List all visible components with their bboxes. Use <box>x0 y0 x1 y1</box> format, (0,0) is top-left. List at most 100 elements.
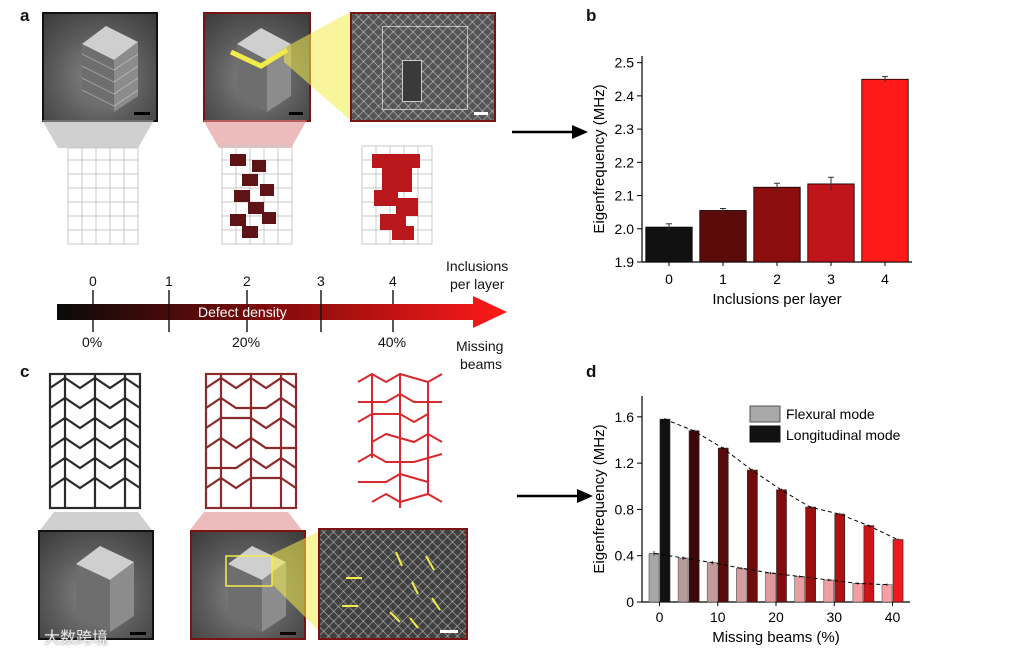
y-tick-label: 1.6 <box>615 409 635 425</box>
bar-flexural <box>677 557 689 603</box>
panel-label-a: a <box>20 6 30 25</box>
y-tick-label: 0 <box>626 594 634 610</box>
x-tick-label: 0 <box>656 609 664 625</box>
funnel-grey-bottom <box>40 512 152 530</box>
scale-bar <box>289 112 303 115</box>
bar <box>645 226 693 263</box>
scale-tick-1: 1 <box>165 273 173 289</box>
chart-d: 0 0.4 0.8 1.2 1.6 0 10 20 30 40 Flexural mode Longi… <box>591 396 910 646</box>
sem-image-zoom-beams <box>318 528 468 640</box>
inclusions-per-layer-label-2: per layer <box>450 276 505 292</box>
bar-longitudinal <box>892 539 904 603</box>
funnel-red <box>203 120 307 148</box>
zoom-cone-bottom <box>272 532 318 630</box>
arrow-to-b <box>512 125 588 139</box>
bar-longitudinal <box>863 525 875 603</box>
lattice-render-inclusions-2 <box>221 145 293 245</box>
bar-longitudinal <box>747 469 758 603</box>
panel-label-b: b <box>586 6 597 25</box>
x-tick-label: 20 <box>768 609 784 625</box>
y-tick-label: 2.2 <box>615 154 635 170</box>
lattice-render-20pct <box>204 372 298 510</box>
scale-tick-0: 0 <box>89 273 97 289</box>
lattice-render-intact <box>48 372 142 510</box>
sem-image-pristine <box>42 12 158 122</box>
bar-longitudinal <box>776 489 787 603</box>
missing-beams-label-2: beams <box>460 356 503 372</box>
defect-density-scale <box>57 290 507 332</box>
arrow-to-d <box>517 489 593 503</box>
y-tick-label: 0.8 <box>615 501 635 517</box>
x-tick-label: 3 <box>827 271 835 287</box>
bar <box>699 210 747 263</box>
funnel-grey <box>42 120 154 148</box>
bar <box>861 78 909 263</box>
trend-line-longitudinal <box>664 418 898 540</box>
missing-beams-label-1: Missing <box>456 338 504 354</box>
bar-longitudinal <box>688 430 700 603</box>
defect-density-label: Defect density <box>198 304 287 320</box>
lattice-pillar-icon <box>81 26 139 112</box>
scale-tick-4: 4 <box>389 273 397 289</box>
scale-tick-2: 2 <box>243 273 251 289</box>
inclusions-per-layer-label-1: Inclusions <box>446 258 509 274</box>
x-tick-label: 30 <box>826 609 842 625</box>
y-tick-label: 2.5 <box>615 55 635 71</box>
funnel-red-bottom <box>190 512 302 530</box>
y-tick-label: 2.4 <box>615 88 635 104</box>
bar-flexural <box>706 562 718 603</box>
inclusion-void <box>402 60 422 102</box>
y-axis-label: Eigenfrequency (MHz) <box>591 84 608 233</box>
sem-image-zoom-top <box>350 12 496 122</box>
legend-label-flexural: Flexural mode <box>786 406 875 422</box>
x-axis-label: Inclusions per layer <box>712 291 841 308</box>
panel-label-c: c <box>20 362 30 381</box>
lattice-render-pristine <box>67 147 139 245</box>
scale-bottom-tick-0: 0% <box>82 334 103 350</box>
x-tick-label: 40 <box>885 609 901 625</box>
lattice-render-inclusions-4 <box>361 145 433 245</box>
y-tick-label: 1.2 <box>615 455 635 471</box>
lattice-render-40pct <box>357 372 443 508</box>
x-tick-label: 10 <box>710 609 726 625</box>
scale-bottom-tick-20: 20% <box>232 334 261 350</box>
bar-longitudinal <box>805 506 816 603</box>
zoom-cone <box>284 12 350 120</box>
missing-beam-markers <box>342 551 441 629</box>
scale-bar <box>474 112 488 115</box>
y-tick-label: 2.3 <box>615 121 635 137</box>
x-axis-label: Missing beams (%) <box>712 629 840 646</box>
trend-line-flexural <box>654 552 888 586</box>
bar-flexural <box>794 576 805 603</box>
bar-longitudinal <box>717 447 729 603</box>
scale-bar <box>134 112 150 115</box>
bar-longitudinal <box>659 418 671 603</box>
x-tick-label: 1 <box>719 271 727 287</box>
y-tick-label: 1.9 <box>615 254 635 270</box>
bar-flexural <box>823 579 835 603</box>
legend-label-longitudinal: Longitudinal mode <box>786 427 901 443</box>
bar-flexural <box>648 553 660 603</box>
bar-longitudinal <box>834 513 846 603</box>
scale-bar <box>440 630 458 633</box>
bar-flexural <box>765 572 776 603</box>
bar <box>807 183 855 263</box>
lattice-pillar-icon <box>76 546 134 632</box>
bar-flexural <box>881 584 893 603</box>
legend-swatch-longitudinal <box>749 425 781 443</box>
x-tick-label: 4 <box>881 271 889 287</box>
bar <box>753 186 801 263</box>
scale-bar <box>130 632 146 635</box>
scale-tick-3: 3 <box>317 273 325 289</box>
lattice-pillar-icon <box>225 546 286 632</box>
x-tick-label: 0 <box>665 271 673 287</box>
y-tick-label: 0.4 <box>615 548 635 564</box>
y-axis-label: Eigenfrequency (MHz) <box>591 424 608 573</box>
panel-label-d: d <box>586 362 597 381</box>
bar-flexural <box>852 583 864 603</box>
scale-bar <box>280 632 296 635</box>
sem-image-intact-bottom <box>38 530 154 640</box>
y-tick-label: 2.1 <box>615 188 635 204</box>
scale-bottom-tick-40: 40% <box>378 334 407 350</box>
legend-swatch-flexural <box>749 405 781 423</box>
